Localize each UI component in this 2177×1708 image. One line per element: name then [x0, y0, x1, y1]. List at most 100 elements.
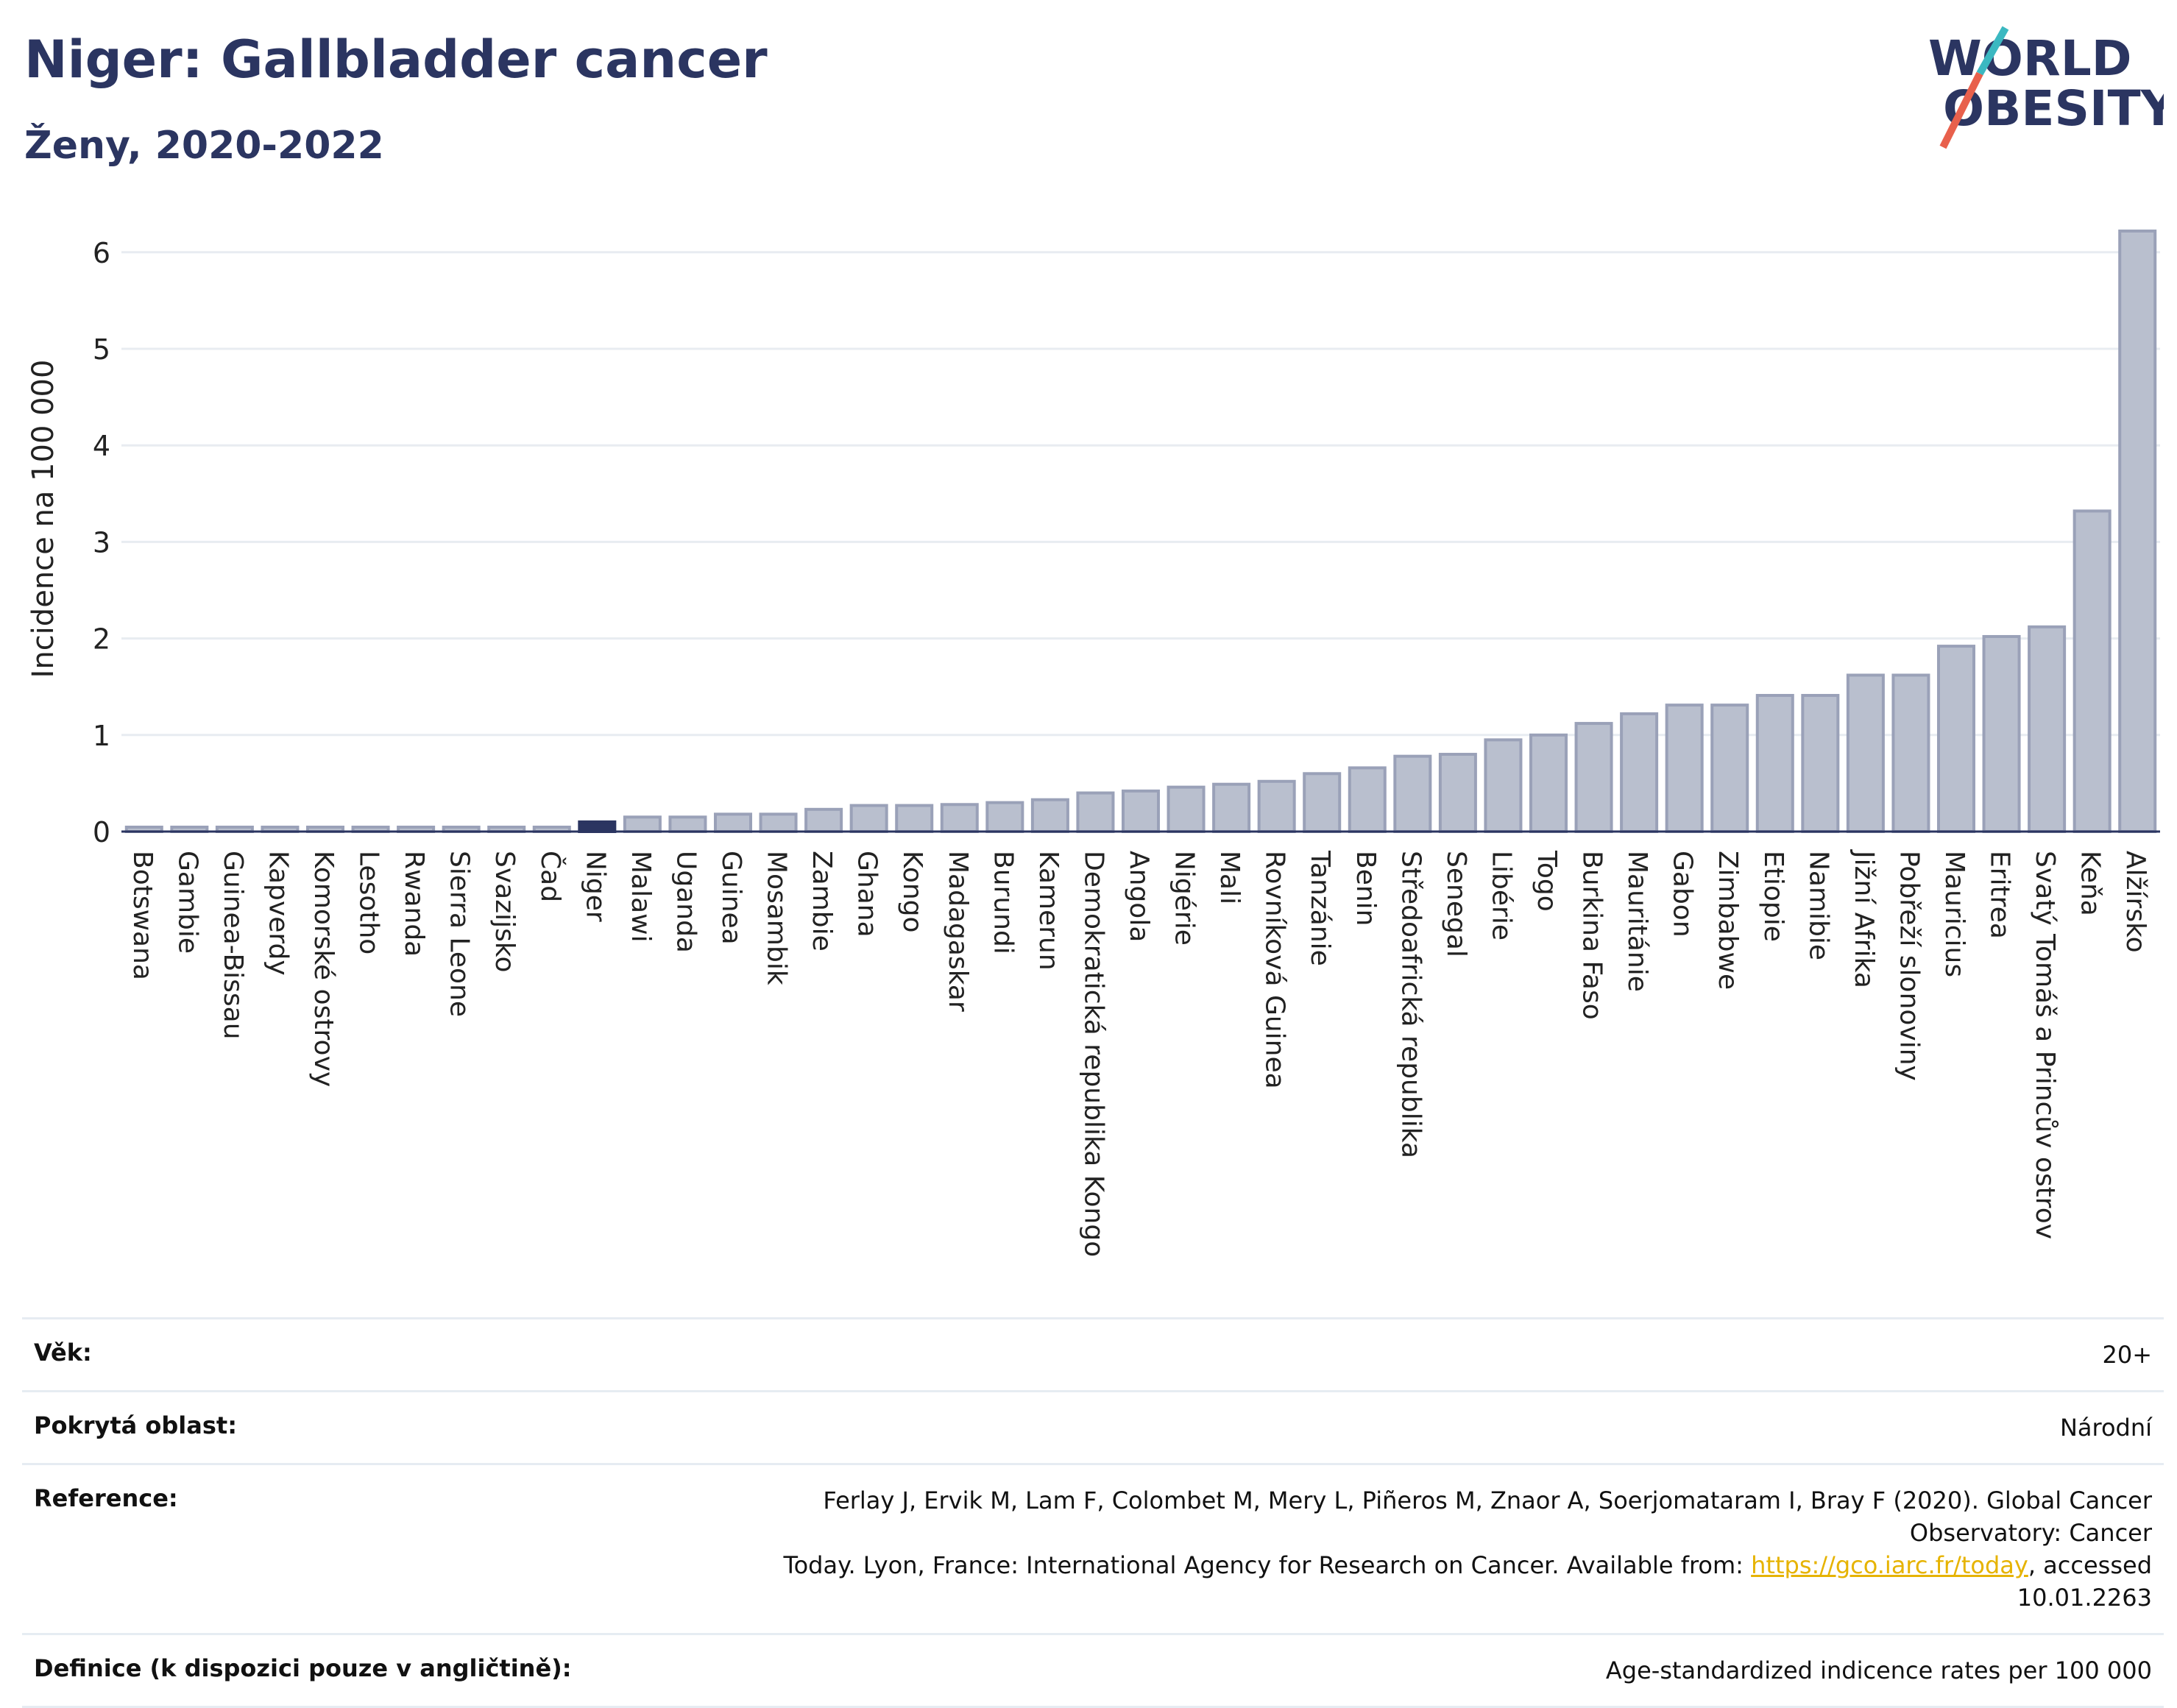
logo-line2: OBESITY — [1943, 80, 2164, 137]
x-tick-label: Čad — [535, 851, 566, 902]
logo-line1: WORLD — [1928, 30, 2132, 87]
x-tick-label: Libérie — [1486, 851, 1516, 940]
bar-42 — [2028, 625, 2067, 834]
x-tick-label: Svatý Tomáš a Princův ostrov — [2030, 851, 2060, 1239]
bar-29 — [1438, 753, 1477, 834]
x-tick-label: Kamerun — [1033, 851, 1063, 971]
bar-38 — [1846, 673, 1885, 833]
definition-value: Age-standardized indicence rates per 100… — [708, 1633, 2164, 1708]
info-table: Věk: 20+ Pokrytá oblast: Národní Referen… — [22, 1317, 2164, 1708]
chart-title: Niger: Gallbladder cancer — [24, 29, 768, 90]
x-tick-label: Tanzánie — [1305, 850, 1335, 966]
x-tick-label: Etiopie — [1758, 851, 1788, 942]
x-tick-label: Keňa — [2075, 851, 2106, 916]
x-tick-label: Togo — [1532, 850, 1562, 912]
x-tick-label: Lesotho — [354, 851, 384, 954]
bar-15 — [804, 807, 843, 833]
bar-21 — [1076, 791, 1115, 834]
bar-23 — [1167, 785, 1206, 833]
world-obesity-logo: WORLD OBESITY — [1928, 26, 2164, 149]
x-tick-label: Eritrea — [1985, 851, 2015, 939]
x-tick-label: Svazijsko — [489, 851, 520, 972]
reference-text-1: Ferlay J, Ervik M, Lam F, Colombet M, Me… — [823, 1486, 2152, 1547]
x-tick-label: Namibie — [1803, 851, 1833, 960]
x-tick-label: Komorské ostrovy — [308, 851, 339, 1087]
bar-35 — [1710, 704, 1749, 833]
x-tick-label: Alžírsko — [2120, 851, 2151, 953]
x-tick-label: Kapverdy — [263, 851, 293, 976]
area-value: Národní — [708, 1390, 2164, 1464]
bar-12 — [668, 815, 707, 833]
y-tick-label: 4 — [93, 430, 110, 462]
info-row-reference: Reference: Ferlay J, Ervik M, Lam F, Col… — [22, 1463, 2164, 1634]
x-tick-label: Benin — [1351, 851, 1381, 926]
x-tick-label: Senegal — [1441, 851, 1471, 957]
bar-32 — [1574, 722, 1613, 834]
bar-17 — [895, 804, 934, 834]
definition-label: Definice (k dispozici pouze v angličtině… — [22, 1633, 708, 1708]
x-tick-label: Rovníková Guinea — [1260, 851, 1290, 1089]
x-tick-label: Mosambik — [762, 851, 792, 985]
bar-27 — [1348, 766, 1387, 833]
x-tick-label: Demokratická republika Kongo — [1078, 851, 1108, 1257]
bar-43 — [2072, 509, 2111, 834]
bar-20 — [1030, 798, 1069, 833]
x-tick-label: Mali — [1214, 851, 1245, 904]
bar-14 — [759, 812, 798, 834]
y-tick-label: 6 — [93, 237, 110, 269]
x-tick-label: Gabon — [1668, 851, 1698, 938]
bar-11 — [623, 815, 662, 833]
bar-25 — [1257, 779, 1296, 833]
y-tick-label: 1 — [93, 720, 110, 752]
bar-36 — [1755, 694, 1794, 833]
x-tick-label: Kongo — [897, 851, 927, 933]
x-tick-label: Zimbabwe — [1713, 851, 1743, 990]
y-tick-label: 5 — [93, 333, 110, 366]
logo-slash-teal — [1976, 26, 2009, 76]
bar-26 — [1303, 772, 1342, 834]
y-axis-ticks: 0 1 2 3 4 5 6 — [93, 237, 110, 848]
y-tick-label: 0 — [93, 816, 110, 848]
x-tick-label: Botswana — [127, 851, 157, 980]
x-tick-label: Mauritánie — [1622, 851, 1652, 992]
x-tick-label: Jižní Afrika — [1849, 849, 1879, 988]
info-row-area: Pokrytá oblast: Národní — [22, 1390, 2164, 1464]
chart-subtitle: Ženy, 2020-2022 — [24, 124, 384, 168]
bar-19 — [985, 801, 1024, 834]
grid-lines — [121, 251, 2160, 737]
bar-10 — [578, 820, 617, 834]
bar-30 — [1484, 738, 1523, 833]
bar-18 — [940, 803, 979, 834]
x-tick-label: Středoafrická republika — [1395, 851, 1426, 1158]
x-tick-label: Uganda — [670, 851, 701, 953]
y-tick-label: 3 — [93, 526, 110, 559]
x-tick-label: Sierra Leone — [445, 851, 475, 1017]
x-tick-label: Malawi — [626, 851, 656, 943]
x-axis-labels: Botswana Gambie Guinea-Bissau Kapverdy Komor… — [127, 849, 2151, 1257]
x-tick-label: Mauricius — [1939, 851, 1969, 977]
y-tick-label: 2 — [93, 623, 110, 656]
reference-label: Reference: — [22, 1463, 708, 1634]
bar-33 — [1620, 712, 1659, 833]
bar-24 — [1212, 782, 1251, 834]
x-tick-label: Angola — [1124, 851, 1154, 942]
x-tick-label: Guinea — [716, 851, 746, 945]
area-label: Pokrytá oblast: — [22, 1390, 708, 1464]
reference-text-3: , accessed 10.01.2263 — [2017, 1551, 2152, 1612]
bar-39 — [1891, 673, 1930, 833]
bar-40 — [1936, 645, 1976, 834]
x-tick-label: Madagaskar — [943, 851, 973, 1012]
reference-link[interactable]: https://gco.iarc.fr/today — [1751, 1551, 2028, 1579]
bar-31 — [1529, 733, 1568, 833]
bar-44 — [2118, 229, 2157, 834]
y-axis-title: Incidence na 100 000 — [26, 360, 60, 678]
bars — [124, 229, 2157, 834]
x-tick-label: Burundi — [988, 851, 1018, 954]
bar-41 — [1982, 634, 2021, 833]
x-tick-label: Pobřeží slonoviny — [1894, 851, 1924, 1081]
x-tick-label: Guinea-Bissau — [218, 851, 248, 1040]
x-tick-label: Ghana — [852, 851, 882, 938]
x-tick-label: Rwanda — [399, 851, 429, 957]
reference-value: Ferlay J, Ervik M, Lam F, Colombet M, Me… — [708, 1463, 2164, 1634]
info-row-definition: Definice (k dispozici pouze v angličtině… — [22, 1633, 2164, 1708]
